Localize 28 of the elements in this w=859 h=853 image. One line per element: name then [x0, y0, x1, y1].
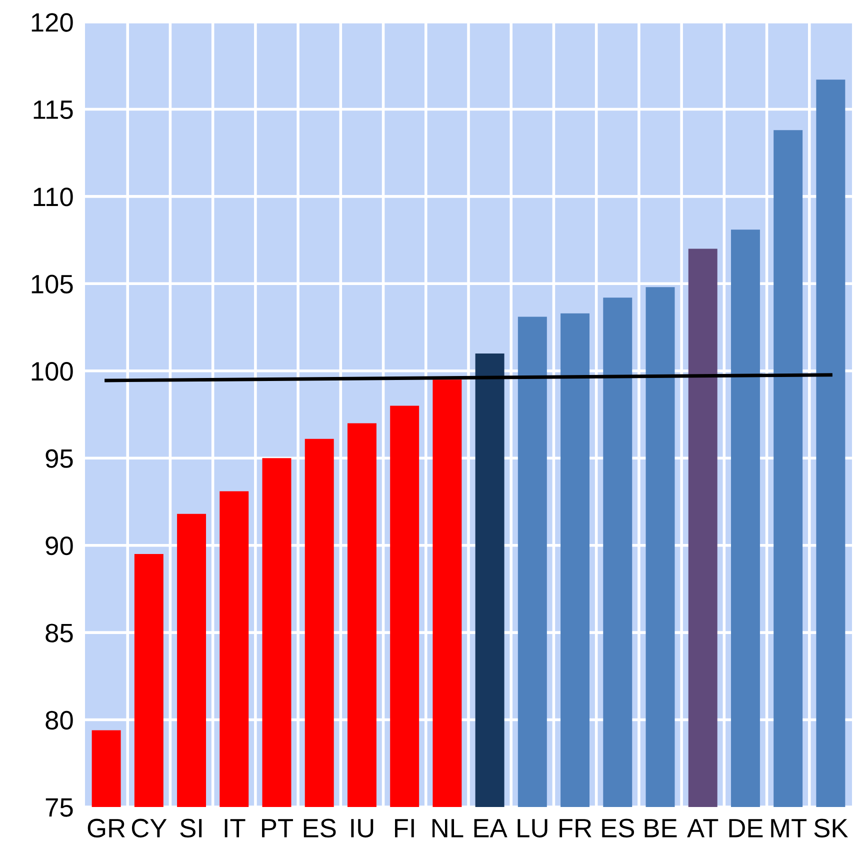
x-tick-label: SI [180, 818, 202, 838]
x-tick-label: IT [224, 819, 246, 838]
y-tick-label: 95 [46, 449, 73, 468]
y-tick-label: 120 [32, 13, 73, 32]
x-tick-label: IU [351, 819, 374, 838]
x-tick-label: AT [687, 819, 718, 838]
y-tick-label: 100 [32, 362, 73, 381]
x-tick-label: PT [262, 819, 294, 838]
x-tick-label: SK [814, 818, 848, 838]
y-tick-label: 110 [34, 188, 73, 206]
x-tick-label: MT [771, 819, 807, 838]
x-tick-label: GR [88, 818, 125, 838]
y-tick-label: 115 [34, 100, 73, 120]
x-tick-label: ES [602, 818, 634, 838]
y-tick-label: 80 [46, 710, 73, 730]
y-tick-label: 75 [46, 798, 73, 817]
x-tick-label: NL [432, 819, 464, 838]
x-tick-label: EA [474, 819, 508, 838]
x-tick-label: DE [729, 819, 763, 838]
x-tick-label: FR [560, 819, 592, 838]
y-tick-label: 85 [46, 624, 73, 642]
x-tick-label: ES [304, 818, 336, 838]
x-tick-label: BE [644, 819, 677, 838]
x-tick-label: LU [518, 819, 548, 838]
x-tick-label: CY [132, 818, 167, 838]
x-tick-label: FI [395, 819, 414, 838]
y-tick-label: 105 [32, 274, 73, 294]
y-tick-label: 90 [46, 536, 73, 556]
